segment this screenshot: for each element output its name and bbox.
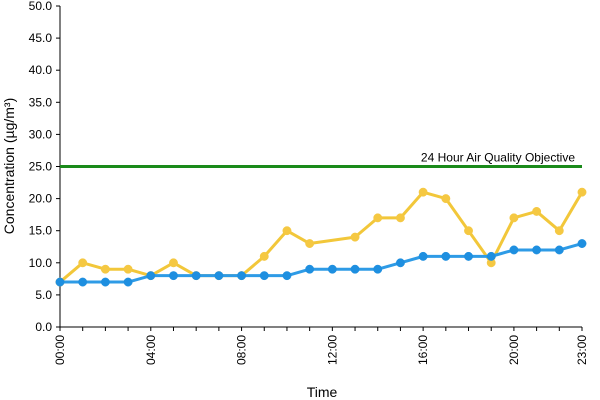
data-point (55, 277, 65, 287)
data-point (305, 264, 315, 274)
data-point (577, 187, 587, 197)
x-tick-label: 00:00 (53, 335, 67, 365)
y-tick-label: 35.0 (29, 95, 53, 109)
data-point (373, 264, 383, 274)
y-tick-label: 50.0 (29, 0, 53, 13)
data-point (509, 213, 519, 223)
data-point (123, 277, 133, 287)
data-point (282, 271, 292, 281)
data-point (282, 226, 292, 236)
x-tick-label: 12:00 (325, 335, 339, 365)
data-point (464, 251, 473, 261)
x-tick-label: 20:00 (507, 335, 521, 365)
data-point (191, 271, 201, 281)
data-point (554, 245, 564, 255)
y-tick-label: 10.0 (29, 256, 53, 270)
y-axis-title: Concentration (µg/m³) (1, 98, 17, 234)
data-point (486, 251, 496, 261)
data-point (577, 239, 587, 248)
y-tick-label: 5.0 (35, 288, 52, 302)
data-point (169, 258, 178, 268)
data-point (464, 226, 473, 236)
y-tick-label: 40.0 (29, 63, 53, 77)
data-point (214, 271, 224, 281)
series-group (55, 187, 587, 287)
y-tick-label: 20.0 (29, 192, 53, 206)
x-axis-ticks: 00:00 04:00 08:00 12:00 16:00 20:00 23:00 (53, 327, 589, 365)
data-point (395, 213, 405, 223)
series-1 (55, 187, 587, 287)
reference-line-group: 24 Hour Air Quality Objective (60, 151, 582, 168)
x-tick-label: 23:00 (575, 335, 589, 365)
data-point (305, 239, 315, 248)
series-2 (55, 239, 587, 287)
y-tick-label: 15.0 (29, 224, 53, 238)
data-point (100, 277, 110, 287)
data-point (509, 245, 519, 255)
y-tick-label: 25.0 (29, 160, 53, 174)
x-tick-label: 16:00 (416, 335, 430, 365)
data-point (146, 271, 156, 281)
data-point (123, 264, 133, 274)
y-tick-label: 30.0 (29, 127, 53, 141)
data-point (532, 245, 542, 255)
data-point (554, 226, 564, 236)
data-point (441, 194, 451, 204)
data-point (327, 264, 337, 274)
data-point (418, 187, 428, 197)
data-point (78, 277, 88, 287)
data-point (532, 206, 542, 216)
data-point (78, 258, 88, 268)
y-tick-label: 0.0 (35, 320, 52, 334)
data-point (100, 264, 110, 274)
y-tick-label: 45.0 (29, 31, 53, 45)
data-point (169, 271, 178, 281)
data-point (373, 213, 383, 223)
data-point (350, 232, 360, 242)
x-tick-label: 08:00 (235, 335, 249, 365)
data-point (395, 258, 405, 268)
data-point (259, 251, 269, 261)
x-tick-label: 04:00 (144, 335, 158, 365)
series-line (60, 242, 583, 284)
y-axis-ticks: 0.0 5.0 10.0 15.0 20.0 25.0 30.0 35.0 40.0 45.0 50… (29, 0, 60, 334)
data-point (441, 251, 451, 261)
x-axis-title: Time (307, 384, 338, 400)
data-point (259, 271, 269, 281)
reference-line-label: 24 Hour Air Quality Objective (421, 151, 575, 165)
data-point (418, 251, 428, 261)
data-point (237, 271, 247, 281)
data-point (350, 264, 360, 274)
